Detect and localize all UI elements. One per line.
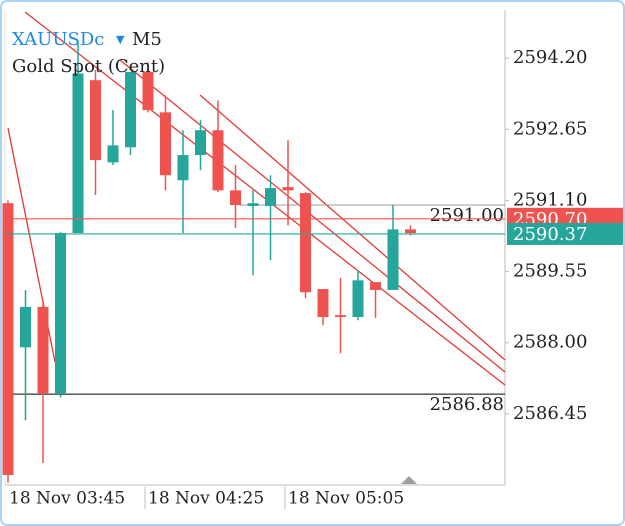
scroll-marker: [401, 476, 417, 484]
level-label: 2586.88: [430, 394, 504, 415]
candle-body: [72, 73, 84, 234]
price-box: [507, 222, 623, 245]
candle-body: [142, 71, 154, 111]
candle-body: [212, 130, 224, 191]
y-tick-label: 2589.55: [513, 261, 587, 282]
candle-body: [282, 187, 294, 191]
y-tick-label: 2594.20: [513, 47, 587, 68]
timeframe: M5: [132, 29, 162, 50]
candle-body: [37, 306, 49, 394]
x-tick-label: 18 Nov 04:25: [148, 489, 264, 509]
candle-body: [317, 289, 329, 318]
candle-body: [335, 315, 346, 318]
candle-body: [247, 203, 259, 206]
candle-body: [405, 229, 416, 234]
price-label: 2590.37: [513, 224, 587, 245]
candle-body: [2, 203, 14, 475]
candle-body: [387, 229, 399, 290]
level-label: 2591.00: [430, 205, 504, 226]
trend-line: [119, 59, 506, 373]
y-tick-label: 2588.00: [513, 332, 587, 353]
candle-body: [265, 188, 276, 206]
candle-body: [20, 306, 31, 348]
candle-body: [352, 280, 364, 318]
candle-body: [177, 155, 189, 181]
x-tick-label: 18 Nov 05:05: [288, 489, 404, 509]
candle-body: [160, 112, 171, 176]
candle-body: [300, 193, 311, 293]
trend-lines: [7, 11, 506, 386]
candle-body: [195, 130, 206, 156]
x-tick-label: 18 Nov 03:45: [9, 489, 125, 509]
dropdown-icon[interactable]: ▼: [116, 33, 125, 46]
candle-body: [107, 145, 119, 163]
candle-body: [230, 190, 241, 206]
y-tick-label: 2592.65: [513, 118, 587, 139]
y-tick-label: 2586.45: [513, 403, 587, 424]
candle-body: [370, 282, 381, 290]
candle-body: [90, 80, 101, 161]
trend-line: [199, 94, 506, 361]
candle-body: [55, 233, 66, 394]
symbol[interactable]: XAUUSDc: [12, 29, 104, 50]
y-tick-label: 2591.10: [513, 189, 587, 210]
description: Gold Spot (Cent): [12, 56, 165, 77]
candle-body: [125, 71, 136, 148]
